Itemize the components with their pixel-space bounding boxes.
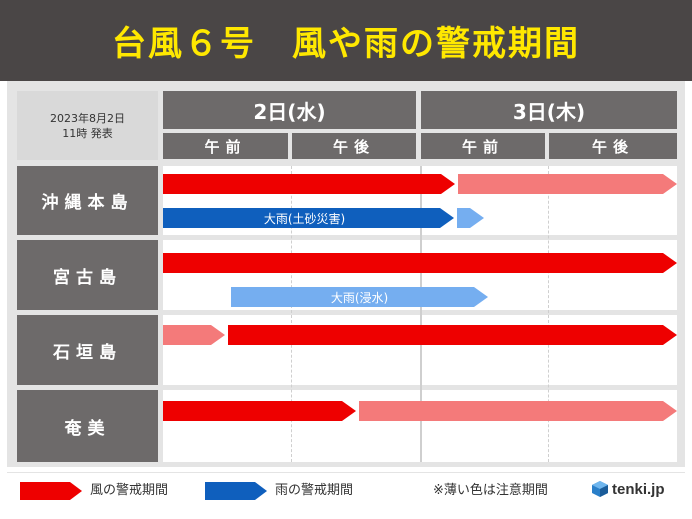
- amami-wind-caution-bar: [359, 401, 677, 421]
- region-label-amami: 奄美: [17, 390, 158, 462]
- region-label-miyako: 宮古島: [17, 240, 158, 310]
- okinawa-wind-warning-bar: [163, 174, 455, 194]
- okinawa-rain-label: 大雨(土砂災害): [263, 211, 346, 226]
- ishigaki-wind-warning-bar: [228, 325, 677, 345]
- period-header: 午前: [163, 133, 288, 159]
- tenki-logo: tenki.jp: [591, 480, 665, 498]
- tenki-logo-text: tenki.jp: [612, 480, 665, 498]
- issued-time: 11時 発表: [62, 126, 113, 140]
- miyako-rain-caution-bar: 大雨(浸水): [231, 287, 488, 307]
- page-title: 台風６号 風や雨の警戒期間: [112, 24, 580, 64]
- period-header: 午前: [421, 133, 545, 159]
- legend: [7, 472, 685, 512]
- okinawa-rain-warning-bar: 大雨(土砂災害): [163, 208, 454, 228]
- amami-wind-warning-bar: [163, 401, 356, 421]
- miyako-wind-warning-bar: [163, 253, 677, 273]
- okinawa-wind-caution-bar: [458, 174, 677, 194]
- issued-date: 2023年8月2日: [50, 111, 125, 125]
- day-header-3: 3日(木): [421, 91, 677, 129]
- ishigaki-wind-caution-bar: [163, 325, 225, 345]
- grid-line-noon-day3: [548, 166, 549, 462]
- header-banner: 台風６号 風や雨の警戒期間: [0, 0, 692, 81]
- region-label-ishigaki: 石垣島: [17, 315, 158, 385]
- grid-line-noon-day2: [291, 166, 292, 462]
- legend-rain-arrow: [205, 482, 267, 500]
- legend-wind-label: 風の警戒期間: [90, 483, 169, 498]
- legend-rain-label: 雨の警戒期間: [275, 483, 354, 498]
- tenki-logo-icon: [591, 480, 609, 498]
- legend-note: ※薄い色は注意期間: [433, 483, 548, 498]
- legend-wind-arrow: [20, 482, 82, 500]
- period-header: 午後: [549, 133, 677, 159]
- day-header-2: 2日(水): [163, 91, 416, 129]
- period-header: 午後: [292, 133, 416, 159]
- region-label-okinawa: 沖縄本島: [17, 166, 158, 235]
- miyako-rain-label: 大雨(浸水): [330, 290, 389, 305]
- issued-date-cell: 2023年8月2日 11時 発表: [17, 91, 158, 160]
- grid-line-day-boundary: [420, 166, 422, 462]
